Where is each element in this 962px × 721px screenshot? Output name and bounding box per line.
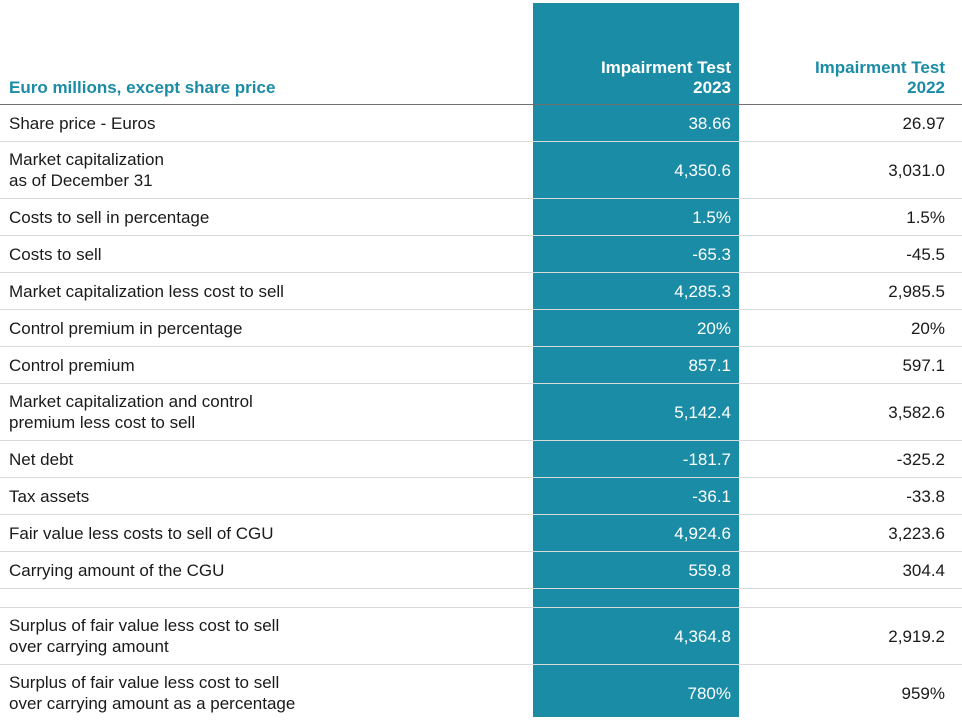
row-label: Fair value less costs to sell of CGU xyxy=(0,515,533,552)
value-2023: 4,364.8 xyxy=(533,608,739,665)
value-2023: 1.5% xyxy=(533,199,739,236)
value-2022 xyxy=(739,589,962,608)
value-2022: 3,223.6 xyxy=(739,515,962,552)
value-2022: 1.5% xyxy=(739,199,962,236)
row-label: Control premium xyxy=(0,347,533,384)
table-row: Tax assets-36.1-33.8 xyxy=(0,478,962,515)
row-label: Control premium in percentage xyxy=(0,310,533,347)
value-2022: -33.8 xyxy=(739,478,962,515)
row-label: Net debt xyxy=(0,441,533,478)
table-row: Costs to sell-65.3-45.5 xyxy=(0,236,962,273)
row-label: Costs to sell xyxy=(0,236,533,273)
value-2023: 780% xyxy=(533,665,739,721)
value-2022: 597.1 xyxy=(739,347,962,384)
value-2023: 559.8 xyxy=(533,552,739,589)
value-2023 xyxy=(533,589,739,608)
value-2023: -181.7 xyxy=(533,441,739,478)
row-label: Costs to sell in percentage xyxy=(0,199,533,236)
value-2023: 857.1 xyxy=(533,347,739,384)
value-2022: 2,919.2 xyxy=(739,608,962,665)
spacer-row xyxy=(0,589,962,608)
header-row: Euro millions, except share price Impair… xyxy=(0,0,962,105)
row-label: Tax assets xyxy=(0,478,533,515)
value-2023: 4,285.3 xyxy=(533,273,739,310)
row-label xyxy=(0,589,533,608)
value-2023: 4,924.6 xyxy=(533,515,739,552)
value-2022: 304.4 xyxy=(739,552,962,589)
value-2022: 3,031.0 xyxy=(739,142,962,199)
value-2023: 5,142.4 xyxy=(533,384,739,441)
value-2022: 959% xyxy=(739,665,962,721)
value-2022: -325.2 xyxy=(739,441,962,478)
value-2022: 20% xyxy=(739,310,962,347)
header-label: Euro millions, except share price xyxy=(0,0,533,105)
value-2022: -45.5 xyxy=(739,236,962,273)
row-label: Share price - Euros xyxy=(0,105,533,142)
value-2023: 20% xyxy=(533,310,739,347)
value-2023: 4,350.6 xyxy=(533,142,739,199)
row-label: Carrying amount of the CGU xyxy=(0,552,533,589)
value-2023: 38.66 xyxy=(533,105,739,142)
value-2023: -36.1 xyxy=(533,478,739,515)
value-2022: 26.97 xyxy=(739,105,962,142)
value-2022: 2,985.5 xyxy=(739,273,962,310)
value-2023: -65.3 xyxy=(533,236,739,273)
table-row: Net debt-181.7-325.2 xyxy=(0,441,962,478)
row-label: Market capitalization less cost to sell xyxy=(0,273,533,310)
value-2022: 3,582.6 xyxy=(739,384,962,441)
